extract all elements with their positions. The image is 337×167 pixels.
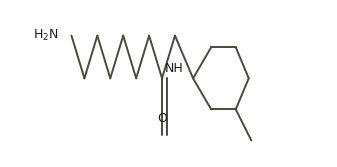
Text: NH: NH — [164, 61, 183, 74]
Text: O: O — [157, 112, 167, 125]
Text: H$_2$N: H$_2$N — [33, 28, 59, 43]
